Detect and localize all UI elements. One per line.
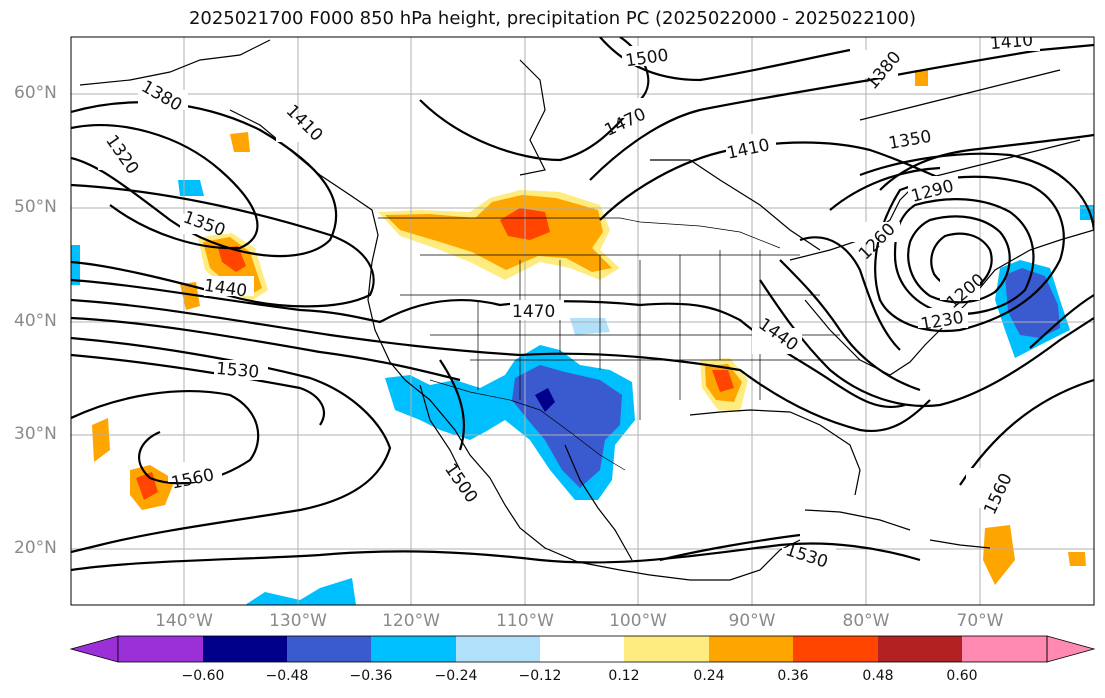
longitude-label: 130°W [269,611,327,631]
colorbar-tick-label: −0.36 [349,668,393,684]
colorbar-extend-high [1046,635,1096,663]
colorbar-extend-low [69,635,119,663]
precip-strong-positive-area [712,370,734,392]
precip-positive-area [385,195,612,272]
longitude-label: 120°W [382,611,440,631]
coastlines [79,39,1094,581]
latitude-label: 50°N [14,197,57,217]
colorbar-tick-label: 0.60 [946,668,978,684]
colorbar-segment [203,636,287,662]
colorbar-tick-label: −0.48 [265,668,309,684]
latitude-label: 60°N [14,83,57,103]
longitude-label: 90°W [728,611,776,631]
colorbar [69,635,1096,663]
contour-label: 1530 [215,359,260,383]
colorbar-segment [624,636,709,662]
precip-negative-area [71,245,80,285]
precip-positive-area [230,132,250,152]
colorbar-segment [118,636,203,662]
precip-negative-area [570,318,610,335]
precip-negative-area [178,180,204,196]
colorbar-segment [540,636,624,662]
precip-strongest-negative-area [535,388,555,412]
longitude-label: 100°W [609,611,667,631]
colorbar-tick-label: −0.12 [518,668,562,684]
colorbar-tick-label: 0.24 [693,668,725,684]
chart-title: 2025021700 F000 850 hPa height, precipit… [188,8,917,29]
contour-label: 1470 [512,302,555,322]
precip-strong-negative-area [1005,268,1060,338]
map-frame [70,36,1095,606]
precip-positive-area [1068,552,1086,566]
longitude-label: 140°W [155,611,213,631]
longitude-label: 110°W [496,611,554,631]
contour-label: 1410 [989,30,1034,54]
colorbar-tick-label: −0.24 [434,668,478,684]
longitude-label: 70°W [956,611,1004,631]
colorbar-segment [371,636,456,662]
latitude-label: 40°N [14,311,57,331]
latitude-label: 30°N [14,424,57,444]
colorbar-frame [117,635,1048,663]
longitude-label: 80°W [842,611,890,631]
colorbar-segment [709,636,793,662]
colorbar-segment [962,636,1047,662]
colorbar-tick-label: 0.12 [608,668,640,684]
colorbar-segment [287,636,371,662]
precip-strong-positive-area [218,246,246,272]
colorbar-segment [878,636,962,662]
colorbar-segment [456,636,540,662]
precip-positive-area [915,70,928,86]
height-contours [71,37,1094,572]
colorbar-segment [793,636,878,662]
latitude-label: 20°N [14,538,57,558]
colorbar-tick-label: −0.60 [181,668,225,684]
precip-positive-area [92,418,110,462]
precip-positive-area [983,525,1015,585]
precip-negative-area [245,578,356,605]
colorbar-tick-label: 0.36 [777,668,809,684]
colorbar-tick-label: 0.48 [862,668,894,684]
precip-positive-area [180,282,200,310]
